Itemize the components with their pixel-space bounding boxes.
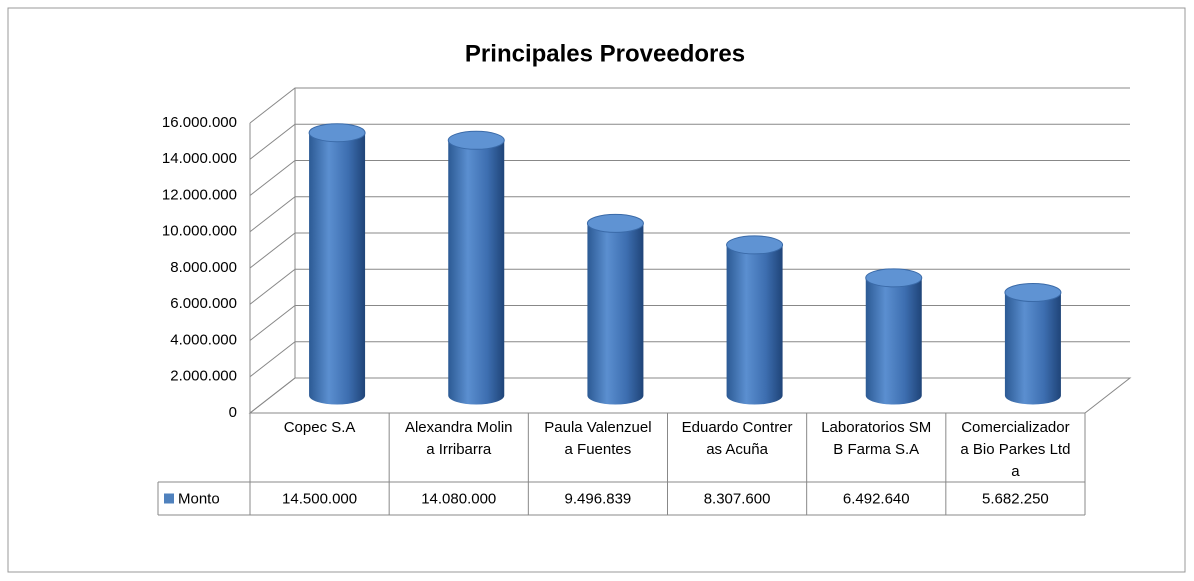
- bar-top: [1004, 283, 1062, 303]
- chart-title: Principales Proveedores: [465, 40, 745, 67]
- legend-swatch: [164, 493, 174, 504]
- grid-line: [249, 232, 1130, 269]
- y-tick-label: 14.000.000: [162, 150, 237, 167]
- y-tick-label: 0: [229, 404, 237, 421]
- data-label: 14.080.000: [421, 490, 496, 507]
- bar-top: [726, 235, 784, 255]
- data-label: 14.500.000: [282, 490, 357, 507]
- bar: [865, 277, 922, 405]
- data-label: 5.682.250: [982, 490, 1049, 507]
- x-tick-label: Copec S.A: [283, 419, 356, 436]
- bar: [448, 140, 505, 405]
- bar-top: [447, 130, 505, 150]
- x-tick-label: Paula Valenzuela Fuentes: [544, 419, 652, 458]
- grid-line: [249, 160, 1130, 196]
- grid-line: [249, 377, 1130, 414]
- y-tick-label: 10.000.000: [162, 223, 237, 240]
- bar-top: [308, 123, 366, 143]
- x-tick-label: Eduardo Contreras Acuña: [681, 419, 793, 458]
- y-tick-label: 6.000.000: [170, 295, 237, 312]
- bar: [309, 132, 366, 405]
- x-tick-label-box: Comercializadora Bio Parkes Ltda: [960, 419, 1071, 480]
- grid-line: [249, 341, 1130, 378]
- y-tick-label: 2.000.000: [170, 368, 237, 385]
- bar-top: [865, 268, 923, 288]
- y-tick-label: 4.000.000: [170, 331, 237, 348]
- grid-line: [249, 305, 1130, 341]
- grid-line: [249, 268, 1130, 305]
- x-tick-label-box: Copec S.A: [283, 419, 356, 436]
- y-tick-label: 12.000.000: [162, 186, 237, 203]
- grid-line: [249, 196, 1130, 233]
- legend-label: Monto: [178, 490, 220, 507]
- bar: [1004, 292, 1061, 405]
- x-tick-label-box: Eduardo Contreras Acuña: [681, 419, 793, 458]
- data-label: 6.492.640: [843, 490, 910, 507]
- y-tick-label: 8.000.000: [170, 259, 237, 276]
- grid-line: [249, 123, 1130, 160]
- x-tick-label: Alexandra Molina Irribarra: [404, 419, 513, 458]
- x-tick-label-box: Paula Valenzuela Fuentes: [544, 419, 652, 458]
- bar: [587, 223, 644, 405]
- x-tick-label-box: Laboratorios SMB Farma S.A: [821, 419, 932, 458]
- y-tick-label: 16.000.000: [162, 114, 237, 131]
- x-tick-label: Laboratorios SMB Farma S.A: [821, 419, 932, 458]
- x-tick-label: Comercializadora Bio Parkes Ltda: [960, 419, 1071, 480]
- data-label: 8.307.600: [704, 490, 771, 507]
- data-label: 9.496.839: [565, 490, 632, 507]
- grid-line: [249, 87, 1130, 124]
- bar: [726, 244, 783, 405]
- x-tick-label-box: Alexandra Molina Irribarra: [404, 419, 513, 458]
- bar-top: [586, 213, 644, 233]
